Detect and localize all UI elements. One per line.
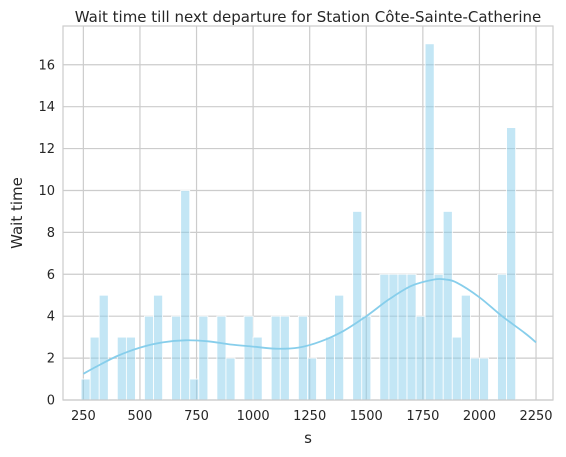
histogram-bar	[181, 190, 190, 400]
x-tick-label: 1250	[293, 409, 326, 424]
histogram-bar	[389, 274, 398, 400]
histogram-bar	[117, 337, 126, 400]
histogram-bar	[298, 316, 307, 400]
x-tick-label: 750	[184, 409, 209, 424]
histogram-bar	[353, 211, 362, 400]
histogram-bar	[217, 316, 226, 400]
y-tick-label: 12	[38, 142, 55, 157]
histogram-bar	[190, 379, 199, 400]
histogram-bar	[416, 316, 425, 400]
x-axis-label: s	[304, 429, 312, 447]
y-tick-label: 10	[38, 184, 55, 199]
y-tick-label: 8	[47, 226, 55, 241]
x-tick-label: 500	[128, 409, 153, 424]
histogram-bar	[443, 211, 452, 400]
histogram-bar	[470, 358, 479, 400]
histogram-bar	[226, 358, 235, 400]
histogram-bar	[144, 316, 153, 400]
histogram-bar	[271, 316, 280, 400]
histogram-bar	[244, 316, 253, 400]
y-tick-label: 14	[38, 100, 55, 115]
histogram-bar	[172, 316, 181, 400]
x-tick-label: 250	[71, 409, 96, 424]
x-tick-labels: 250 500 750 1000 1250 1500 1750 2000 2250	[71, 409, 553, 424]
y-tick-label: 16	[38, 58, 55, 73]
histogram-bar	[425, 44, 434, 400]
histogram-bar	[335, 295, 344, 400]
histogram-bar	[452, 337, 461, 400]
histogram-bar	[507, 128, 516, 400]
y-axis-label: Wait time	[8, 177, 26, 249]
histogram-bar	[199, 316, 208, 400]
histogram-bar	[407, 274, 416, 400]
histogram-bar	[99, 295, 108, 400]
histogram-bar	[434, 274, 443, 400]
histogram-bar	[307, 358, 316, 400]
x-tick-label: 2000	[463, 409, 496, 424]
histogram-bar	[326, 337, 335, 400]
x-tick-label: 1000	[237, 409, 270, 424]
y-tick-label: 6	[47, 268, 55, 283]
chart-title: Wait time till next departure for Statio…	[75, 8, 541, 26]
y-tick-labels: 0 2 4 6 8 10 12 14 16	[38, 58, 55, 408]
histogram-bar	[126, 337, 135, 400]
y-tick-label: 0	[47, 394, 55, 409]
y-tick-label: 2	[47, 352, 55, 367]
histogram-bar	[498, 274, 507, 400]
histogram-bar	[479, 358, 488, 400]
histogram-bar	[362, 316, 371, 400]
histogram-bar	[154, 295, 163, 400]
histogram-bar	[280, 316, 289, 400]
x-tick-label: 1500	[350, 409, 383, 424]
histogram-bar	[380, 274, 389, 400]
grid-lines	[63, 26, 553, 400]
x-tick-label: 2250	[519, 409, 552, 424]
histogram-bar	[461, 295, 470, 400]
y-tick-label: 4	[47, 310, 55, 325]
x-tick-label: 1750	[406, 409, 439, 424]
histogram-bar	[81, 379, 90, 400]
